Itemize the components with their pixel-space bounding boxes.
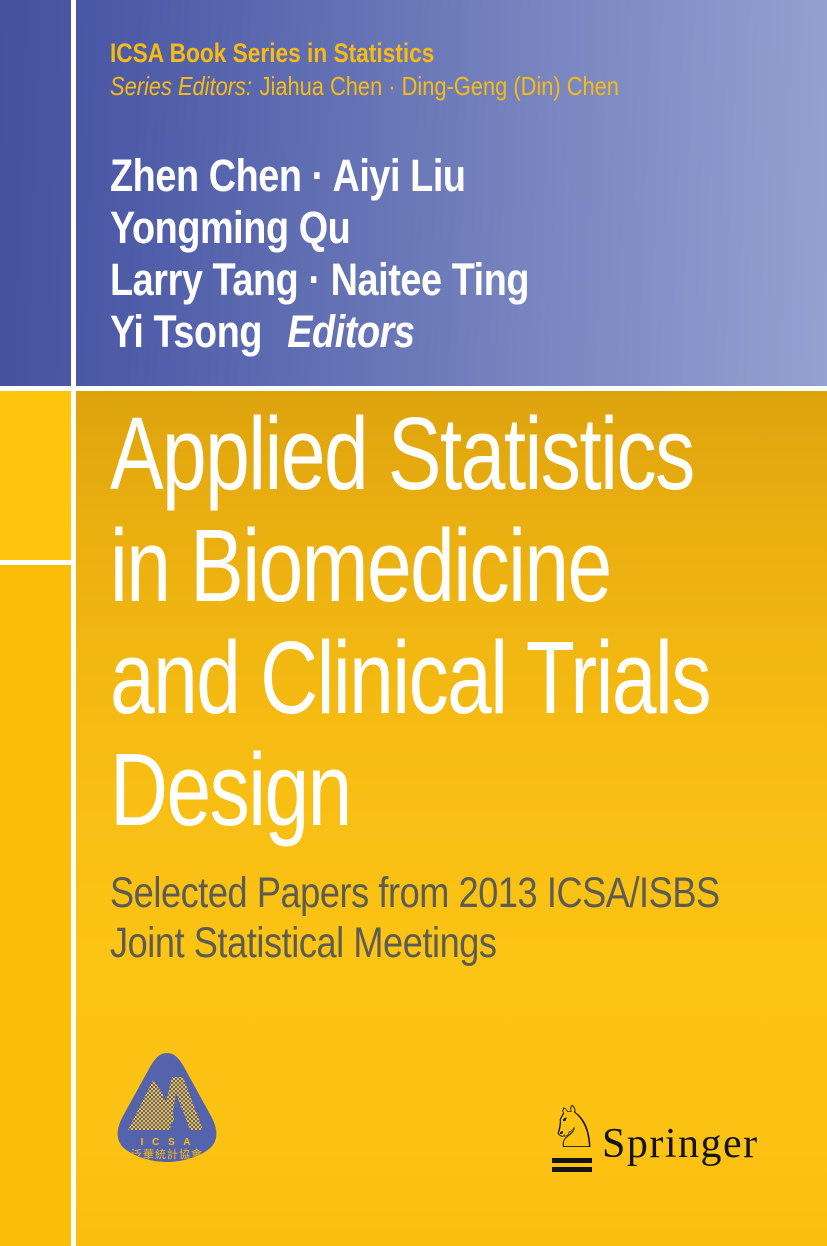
icsa-logo-acronym: I C S A <box>141 1137 194 1148</box>
editor-name: Yi Tsong <box>110 306 263 357</box>
title-line: in Biomedicine <box>110 508 612 623</box>
knight-icon: ♘ <box>548 1093 600 1161</box>
editor-line: Zhen Chen · Aiyi Liu <box>110 150 466 201</box>
editor-line-last: Yi Tsong Editors <box>110 306 529 358</box>
editor-line: Larry Tang · Naitee Ting <box>110 254 530 305</box>
spine-strip-top <box>0 391 71 560</box>
springer-logo: ♘ Springer <box>544 1098 794 1178</box>
vertical-rule <box>71 0 76 1246</box>
header-band <box>0 0 827 386</box>
spine-horizontal-rule <box>0 560 71 565</box>
subtitle-line: Joint Statistical Meetings <box>110 919 497 967</box>
book-subtitle: Selected Papers from 2013 ICSA/ISBS Join… <box>110 868 827 968</box>
title-line: and Clinical Trials <box>110 620 712 735</box>
book-title: Applied Statistics in Biomedicine and Cl… <box>110 398 827 846</box>
editors-suffix: Editors <box>287 306 415 357</box>
series-editors-label: Series Editors: <box>110 71 253 101</box>
icsa-logo-chinese-text: 泛華統計協會 <box>131 1147 203 1161</box>
icsa-logo-icon: I C S A 泛華統計協會 <box>117 1053 217 1162</box>
title-line: Applied Statistics <box>110 396 695 511</box>
spine-strip-bottom <box>0 565 71 1246</box>
icsa-logo-right-peak <box>159 1077 203 1130</box>
series-editors-names: Jiahua Chen · Ding-Geng (Din) Chen <box>259 71 619 101</box>
knight-underline-bottom <box>552 1167 592 1172</box>
series-title: ICSA Book Series in Statistics <box>110 38 496 69</box>
subtitle-line: Selected Papers from 2013 ICSA/ISBS <box>110 869 720 917</box>
series-title-text: ICSA Book Series in Statistics <box>110 38 435 68</box>
publisher-name: Springer <box>602 1121 759 1167</box>
editor-line: Yongming Qu <box>110 202 351 253</box>
icsa-logo-left-peak <box>128 1080 164 1130</box>
series-editors-line: Series Editors: Jiahua Chen · Ding-Geng (… <box>110 71 716 102</box>
horizontal-rule <box>0 386 827 391</box>
knight-underline-top <box>552 1158 592 1163</box>
book-editors-block: Zhen Chen · Aiyi Liu Yongming Qu Larry T… <box>110 150 609 358</box>
title-line: Design <box>110 732 352 847</box>
